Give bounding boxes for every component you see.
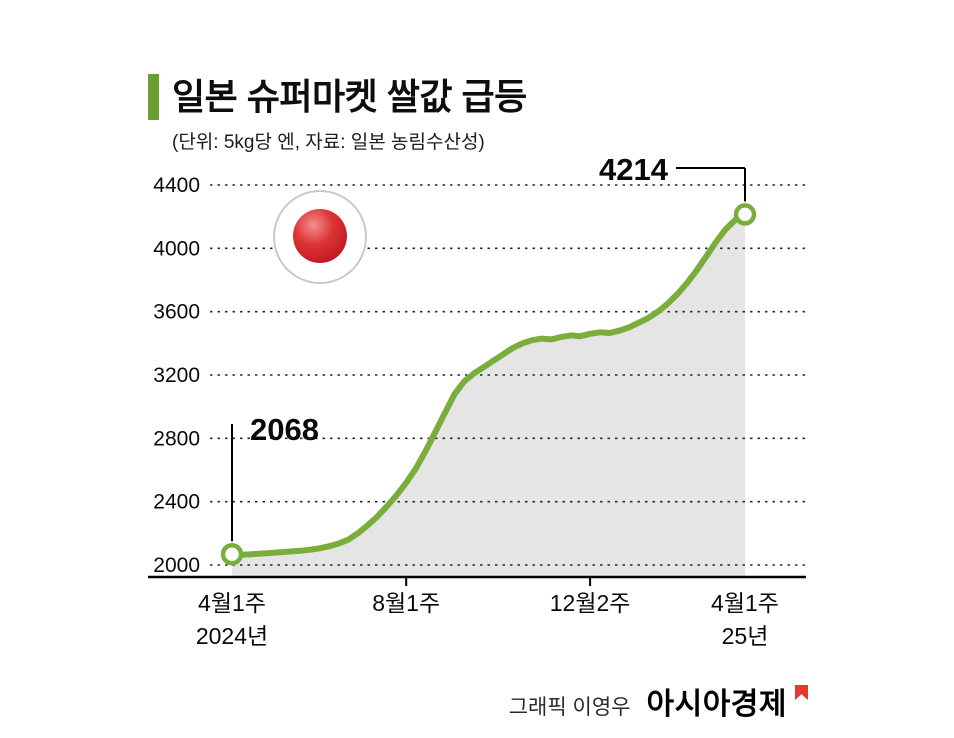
brand-logo-text: 아시아경제 [646,688,787,721]
japan-flag-sun [293,209,347,263]
x-tick-label-line1: 4월1주 [198,590,266,616]
title-block: 일본 슈퍼마켓 쌀값 급등 [148,74,527,120]
title-accent-bar [148,74,159,120]
chart-title: 일본 슈퍼마켓 쌀값 급등 [172,76,527,117]
x-tick-label-line2: 25년 [721,623,769,649]
x-tick-label-line1: 4월1주 [711,590,779,616]
y-axis-label: 2800 [153,427,200,450]
y-axis-label: 2400 [153,491,200,514]
x-tick-label-apr2024: 4월1주 2024년 [196,587,268,653]
y-axis-label: 4400 [153,174,200,197]
end-value-label: 4214 [599,152,668,187]
start-value-label: 2068 [250,412,319,447]
y-axis-label: 3600 [153,301,200,324]
brand-flag-icon [795,685,808,700]
price-area [232,214,745,577]
y-axis-label: 3200 [153,364,200,387]
y-axis-label: 2000 [153,554,200,577]
endpoint-marker [733,203,757,226]
price-line [229,211,748,558]
y-axis-label: 4000 [153,237,200,260]
x-tick-label-line2: 2024년 [195,623,269,649]
chart-subtitle: (단위: 5kg당 엔, 자료: 일본 농림수산성) [172,132,485,153]
x-tick-label-aug2024: 8월1주 [372,587,440,620]
x-tick-label-apr2025: 4월1주 25년 [711,587,779,653]
footer-credit-block: 그래픽 이영우 아시아경제 [509,679,816,723]
credit-text: 그래픽 이영우 [508,696,631,719]
x-tick-label-line1: 8월1주 [372,590,441,616]
x-tick-label-dec2024: 12월2주 [550,587,631,620]
x-tick-label-line1: 12월2주 [549,590,631,616]
endpoint-marker [220,542,244,566]
